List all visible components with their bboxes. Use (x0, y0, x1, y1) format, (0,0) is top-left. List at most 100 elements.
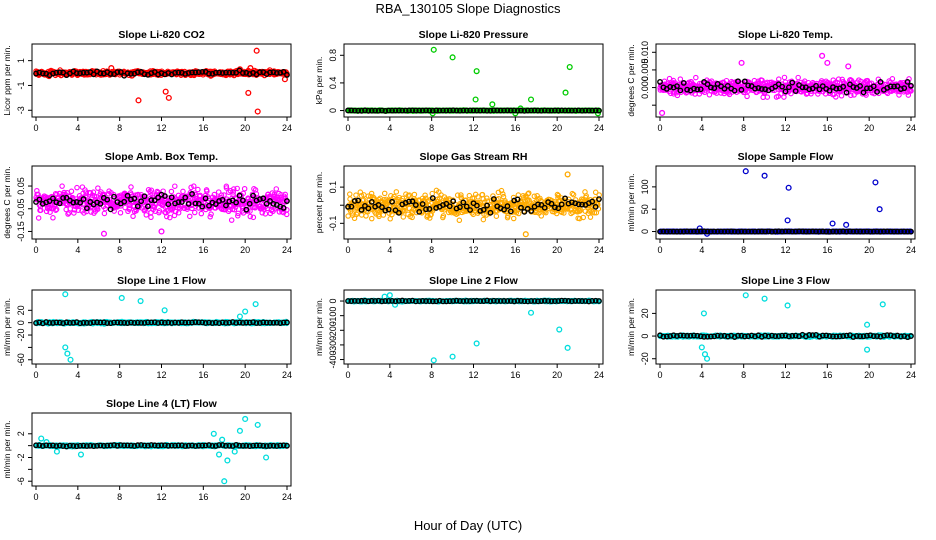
mean-point (758, 228, 765, 235)
mean-point (284, 72, 290, 78)
scatter-point (387, 216, 393, 222)
mean-point (799, 228, 806, 235)
mean-point (111, 193, 117, 200)
panel-title: Slope Li-820 CO2 (118, 29, 205, 41)
mean-point (501, 107, 507, 114)
scatter-point (169, 205, 176, 212)
mean-point (674, 83, 680, 90)
mean-point (908, 82, 914, 89)
mean-point (416, 107, 423, 114)
x-tick-label: 0 (33, 245, 38, 255)
mean-point (189, 191, 195, 197)
mean-point (382, 108, 389, 114)
mean-point (769, 228, 775, 235)
mean-point (826, 87, 833, 94)
mean-point (83, 69, 90, 76)
x-tick-label: 12 (468, 245, 478, 255)
scatter-point (402, 207, 408, 214)
mean-point (73, 199, 80, 205)
scatter-point (365, 193, 372, 199)
mean-point (260, 195, 267, 202)
mean-point (63, 194, 70, 201)
scatter-point (71, 210, 77, 216)
mean-point (36, 69, 43, 76)
plot-frame (343, 43, 604, 118)
outlier-point (430, 46, 437, 53)
mean-point (891, 83, 897, 90)
mean-point (73, 70, 80, 77)
x-tick-label: 4 (387, 245, 392, 255)
scatter-point (831, 91, 837, 97)
scatter-point (223, 185, 230, 191)
mean-point (877, 78, 884, 85)
mean-point (395, 107, 402, 114)
x-tick-label: 8 (741, 123, 746, 133)
mean-point (562, 195, 568, 202)
mean-point (223, 69, 229, 76)
mean-point (535, 107, 541, 114)
mean-point (107, 206, 114, 213)
mean-point (721, 228, 728, 235)
scatter-point (230, 189, 237, 195)
mean-point (711, 228, 718, 235)
mean-point (212, 69, 219, 76)
mean-point (460, 199, 467, 206)
mean-point (236, 67, 243, 74)
mean-point (365, 205, 372, 212)
mean-point (874, 88, 880, 95)
mean-point (412, 202, 419, 208)
mean-point (897, 228, 904, 235)
mean-point (90, 71, 97, 78)
scatter-point (195, 186, 201, 193)
mean-point (802, 228, 809, 235)
mean-point (50, 70, 56, 77)
mean-point (596, 107, 602, 114)
mean-point (219, 196, 226, 203)
scatter-point (234, 185, 240, 192)
mean-point (799, 84, 806, 91)
data-points (33, 47, 290, 115)
mean-point (691, 85, 697, 92)
mean-point (277, 69, 284, 76)
scatter-point (168, 188, 175, 195)
scatter-point (231, 186, 237, 192)
mean-point (460, 107, 467, 114)
x-tick-label: 8 (429, 245, 434, 255)
mean-point (843, 89, 850, 96)
scatter-point (764, 94, 771, 100)
mean-point (528, 107, 535, 114)
mean-point (545, 107, 552, 114)
scatter-point (480, 216, 487, 223)
mean-point (819, 228, 826, 235)
mean-point (775, 228, 782, 235)
mean-point (185, 200, 192, 207)
mean-point (121, 198, 128, 205)
y-axis-label: Licor ppm per min. (2, 45, 12, 115)
mean-point (128, 196, 134, 203)
mean-point (429, 195, 436, 201)
mean-point (864, 228, 870, 235)
outlier-point (819, 52, 826, 59)
mean-point (168, 194, 175, 201)
mean-point (663, 228, 670, 235)
scatter-point (197, 192, 203, 199)
mean-point (813, 83, 819, 89)
mean-point (219, 70, 226, 76)
y-tick-label: 100 (640, 179, 650, 194)
mean-point (70, 199, 77, 206)
x-tick-label: 0 (657, 123, 662, 133)
scatter-point (53, 207, 59, 213)
x-tick-label: 24 (282, 123, 292, 133)
mean-point (345, 203, 351, 210)
x-tick-label: 12 (780, 245, 790, 255)
mean-point (114, 69, 121, 76)
scatter-point (406, 192, 413, 198)
mean-point (484, 107, 490, 114)
scatter-point (365, 208, 371, 215)
mean-point (345, 107, 351, 114)
y-tick-label: 0 (328, 108, 338, 113)
mean-point (826, 228, 833, 235)
scatter-point (369, 215, 375, 222)
mean-point (202, 195, 209, 202)
